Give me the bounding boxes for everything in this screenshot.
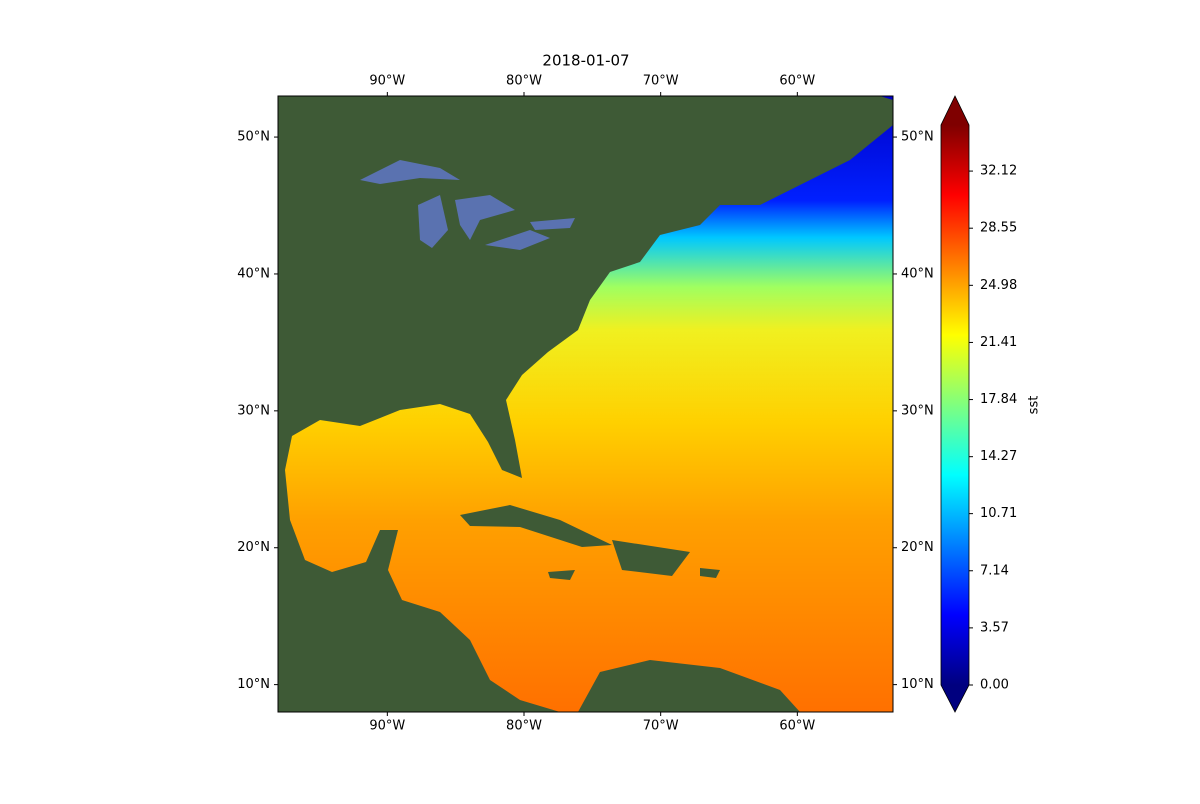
lake [360, 160, 460, 184]
y-tick-label: 10°N [237, 677, 270, 692]
x-tick-label: 80°W [506, 74, 542, 89]
y-tick-label: 10°N [901, 677, 934, 692]
y-tick-label: 40°N [237, 266, 270, 281]
x-tick-label: 60°W [779, 74, 815, 89]
y-tick-label: 50°N [901, 130, 934, 145]
x-tick-label: 90°W [369, 74, 405, 89]
colorbar-tick-label: 0.00 [980, 678, 1009, 693]
lake [418, 195, 448, 248]
land [548, 570, 575, 580]
colorbar-tick-label: 28.55 [980, 221, 1017, 236]
colorbar-frame [940, 95, 970, 713]
colorbar-tick-label: 7.14 [980, 563, 1009, 578]
colorbar-tick-label: 17.84 [980, 392, 1017, 407]
y-tick-label: 30°N [901, 403, 934, 418]
lake [455, 195, 515, 240]
lake [530, 218, 575, 230]
colorbar-extend-max [941, 96, 969, 125]
map-title: 2018-01-07 [542, 52, 629, 70]
colorbar-tick-label: 21.41 [980, 335, 1017, 350]
colorbar-extend-min [941, 685, 969, 712]
colorbar-label: sst [1027, 396, 1042, 415]
colorbar-tick-label: 3.57 [980, 620, 1009, 635]
land [278, 96, 893, 712]
colorbar [941, 125, 969, 685]
y-tick-label: 20°N [901, 540, 934, 555]
y-tick-label: 30°N [237, 403, 270, 418]
y-tick-label: 20°N [237, 540, 270, 555]
colorbar-tick-label: 10.71 [980, 506, 1017, 521]
x-tick-label: 80°W [506, 719, 542, 734]
colorbar-tick-label: 14.27 [980, 449, 1017, 464]
map-frame [277, 95, 894, 713]
colorbar-tick-label: 32.12 [980, 164, 1017, 179]
x-tick-label: 90°W [369, 719, 405, 734]
land [700, 568, 720, 578]
x-tick-label: 60°W [779, 719, 815, 734]
land [578, 660, 800, 712]
y-tick-label: 40°N [901, 266, 934, 281]
x-tick-label: 70°W [643, 74, 679, 89]
map-image [278, 96, 893, 712]
colorbar-tick-label: 24.98 [980, 278, 1017, 293]
land [460, 505, 612, 547]
y-tick-label: 50°N [237, 130, 270, 145]
land [612, 540, 690, 576]
lake [485, 230, 550, 250]
x-tick-label: 70°W [643, 719, 679, 734]
